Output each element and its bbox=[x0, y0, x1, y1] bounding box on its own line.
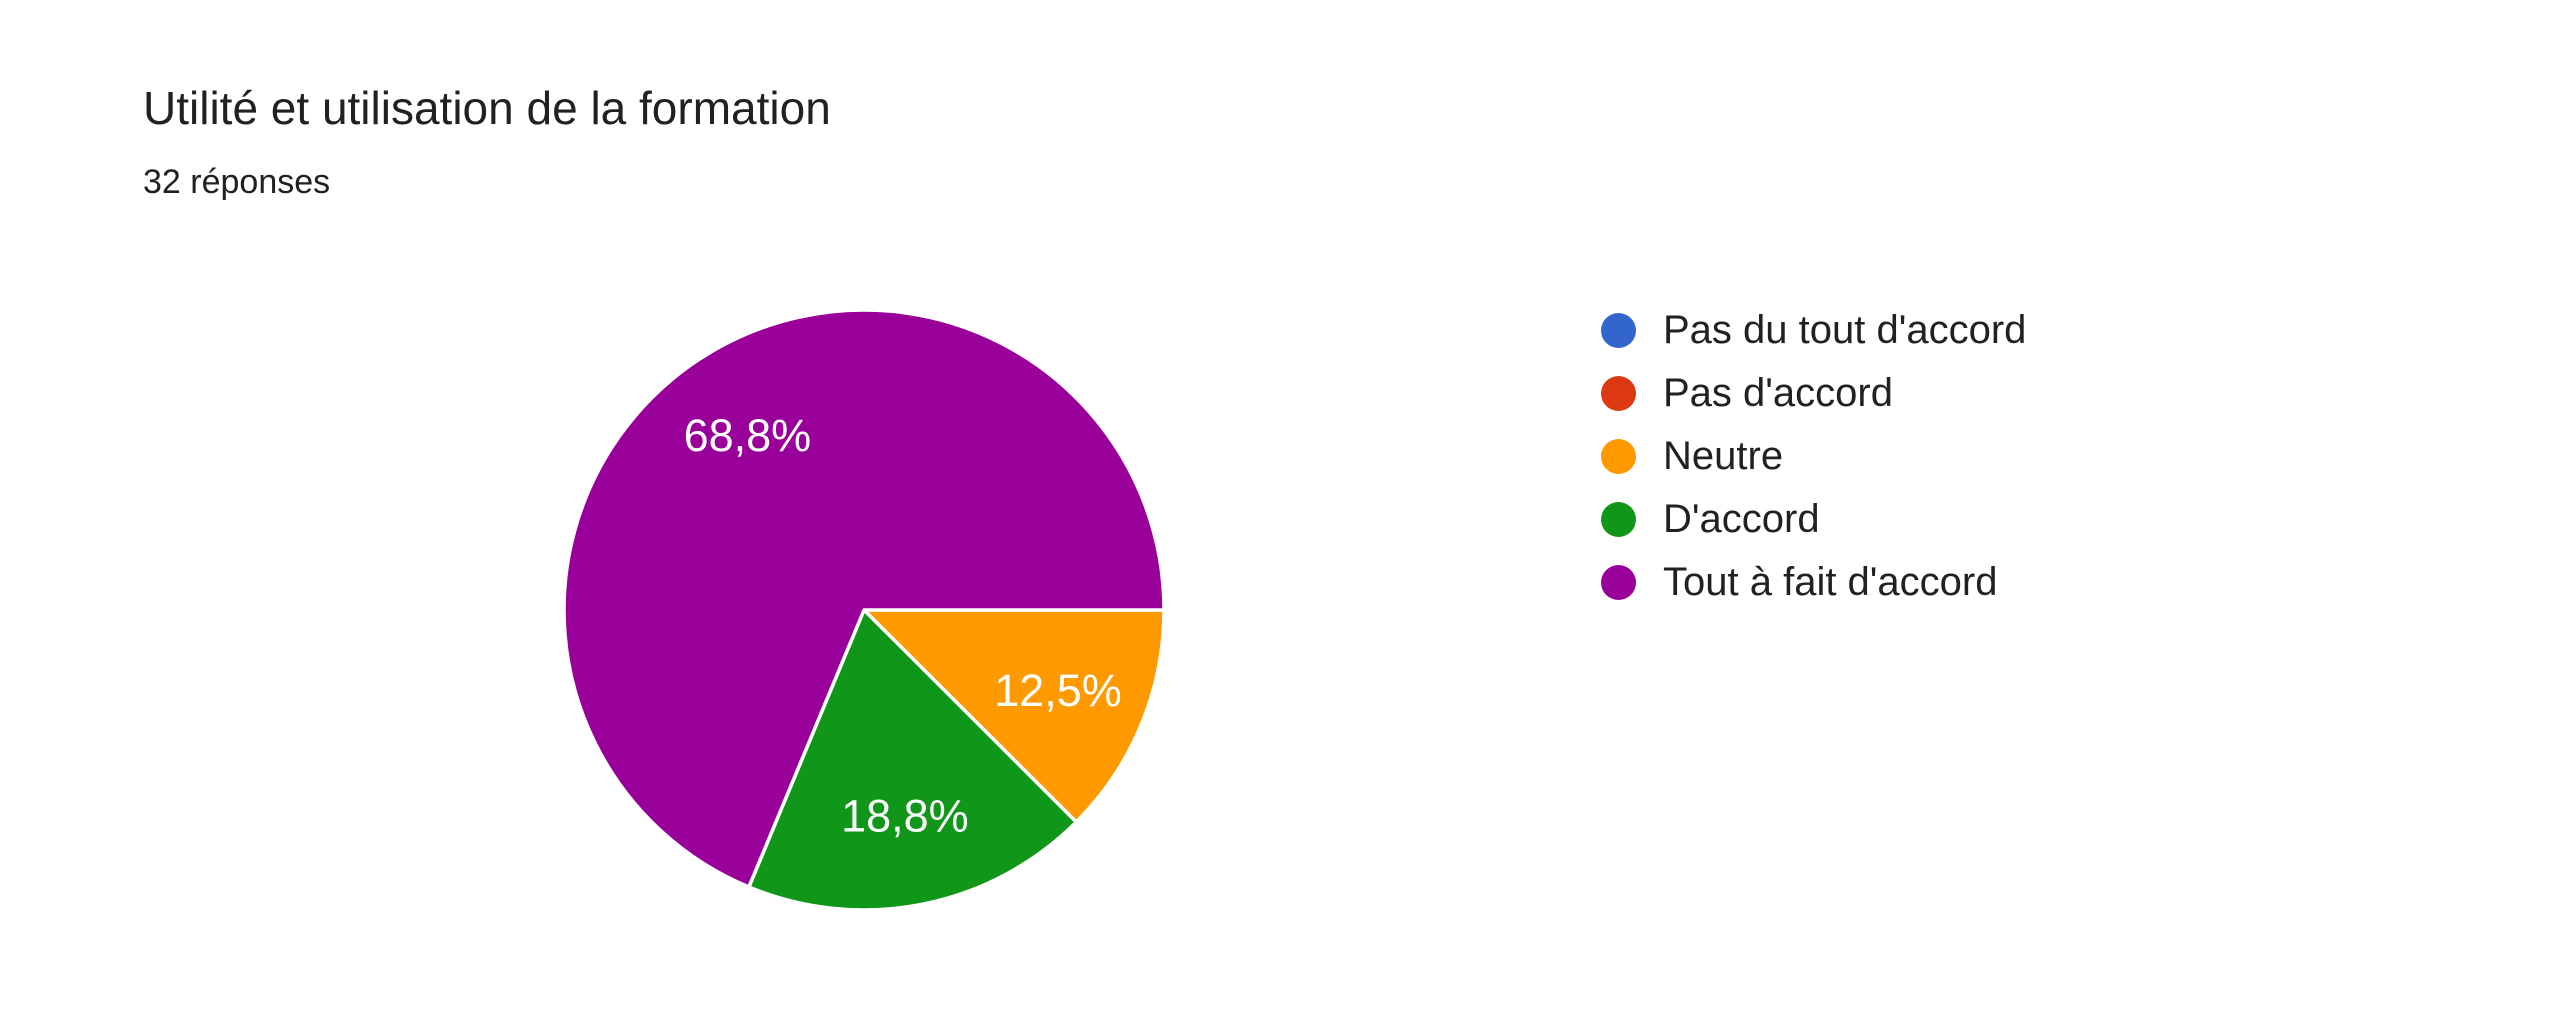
pie-slice[interactable] bbox=[562, 308, 1166, 889]
legend-color-dot-icon bbox=[1601, 312, 1636, 348]
legend-label: Tout à fait d'accord bbox=[1663, 560, 1998, 604]
legend-color-dot-icon bbox=[1601, 501, 1636, 537]
legend-label: Pas du tout d'accord bbox=[1663, 308, 2027, 352]
chart-legend: Pas du tout d'accord Pas d'accord Neutre D'… bbox=[1601, 308, 2027, 627]
legend-item: Pas du tout d'accord bbox=[1601, 308, 2027, 352]
legend-label: D'accord bbox=[1663, 497, 1820, 541]
pie-chart: 12,5% 18,8% 68,8% bbox=[562, 308, 1166, 912]
pie-slice[interactable] bbox=[862, 608, 1166, 824]
legend-item: Pas d'accord bbox=[1601, 371, 2026, 415]
legend-item: Neutre bbox=[1601, 434, 2026, 478]
pie-slice-label: 18,8% bbox=[841, 791, 969, 842]
pie-slice[interactable] bbox=[747, 608, 1079, 912]
legend-label: Pas d'accord bbox=[1663, 371, 1893, 415]
response-count: 32 réponses bbox=[143, 163, 331, 201]
legend-item: D'accord bbox=[1601, 497, 2026, 541]
legend-color-dot-icon bbox=[1601, 564, 1636, 600]
pie-slice-label: 68,8% bbox=[684, 410, 812, 461]
legend-color-dot-icon bbox=[1601, 438, 1636, 474]
legend-item: Tout à fait d'accord bbox=[1601, 560, 2026, 604]
chart-title: Utilité et utilisation de la formation bbox=[143, 82, 831, 134]
pie-slice-label: 12,5% bbox=[994, 665, 1122, 716]
legend-label: Neutre bbox=[1663, 434, 1784, 478]
legend-color-dot-icon bbox=[1601, 375, 1636, 411]
